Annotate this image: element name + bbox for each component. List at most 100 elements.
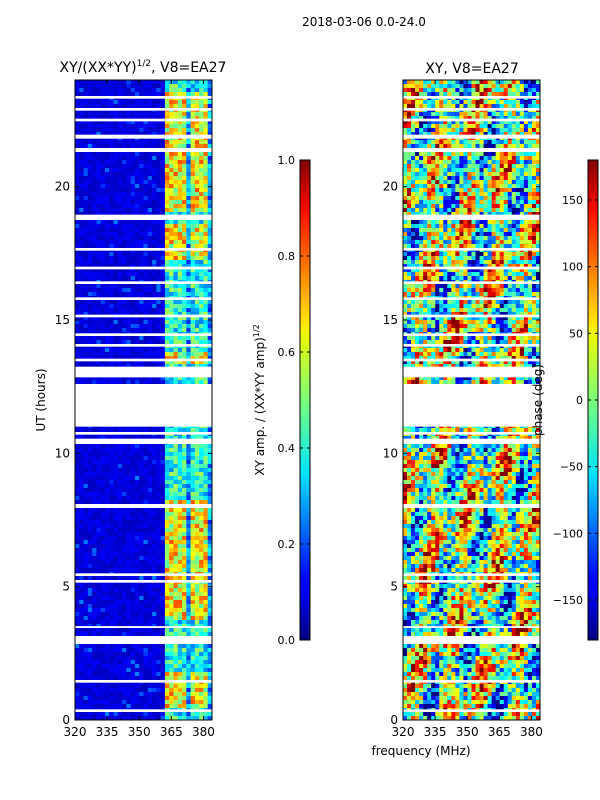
- amplitude-cell: [130, 548, 136, 553]
- amplitude-cell: [173, 548, 179, 553]
- amplitude-cell: [117, 80, 123, 85]
- amplitude-cell: [152, 516, 157, 521]
- amplitude-cell: [160, 324, 166, 329]
- amplitude-cell: [75, 712, 80, 717]
- amplitude-cell: [109, 84, 114, 89]
- amplitude-cell: [113, 664, 119, 669]
- amplitude-cell: [177, 156, 183, 161]
- amplitude-cell: [75, 364, 80, 369]
- amplitude-cell: [100, 244, 106, 249]
- amplitude-cell: [186, 604, 191, 609]
- amplitude-cell: [143, 120, 149, 125]
- amplitude-cell: [143, 692, 149, 697]
- amplitude-cell: [203, 648, 209, 653]
- amplitude-cell: [194, 340, 200, 345]
- amplitude-cell: [152, 448, 157, 453]
- amplitude-cell: [207, 164, 213, 169]
- amplitude-cell: [79, 168, 84, 173]
- amplitude-cell: [83, 676, 89, 681]
- amplitude-cell: [96, 292, 101, 297]
- amplitude-cell: [130, 376, 136, 381]
- amplitude-cell: [147, 508, 153, 513]
- amplitude-cell: [203, 528, 209, 533]
- amplitude-cell: [190, 660, 196, 665]
- amplitude-cell: [160, 352, 166, 357]
- amplitude-cell: [117, 288, 123, 293]
- amplitude-cell: [173, 472, 179, 477]
- amplitude-cell: [143, 304, 149, 309]
- amplitude-cell: [143, 548, 149, 553]
- amplitude-cell: [160, 212, 166, 217]
- amplitude-cell: [96, 544, 101, 549]
- amplitude-cell: [126, 564, 131, 569]
- amplitude-cell: [92, 576, 97, 581]
- amplitude-cell: [143, 492, 149, 497]
- amplitude-cell: [199, 156, 204, 161]
- amplitude-cell: [143, 468, 149, 473]
- amplitude-cell: [130, 128, 136, 133]
- amplitude-cell: [113, 316, 119, 321]
- amplitude-cell: [122, 308, 127, 313]
- amplitude-cell: [177, 252, 183, 257]
- amplitude-cell: [130, 132, 136, 137]
- amplitude-cell: [199, 548, 204, 553]
- amplitude-cell: [87, 172, 93, 177]
- amplitude-cell: [203, 232, 209, 237]
- amplitude-cell: [92, 224, 97, 229]
- amplitude-cell: [186, 592, 191, 597]
- amplitude-cell: [113, 552, 119, 557]
- amplitude-cell: [79, 604, 84, 609]
- amplitude-cell: [117, 556, 123, 561]
- amplitude-cell: [186, 200, 191, 205]
- amplitude-cell: [104, 584, 110, 589]
- amplitude-cell: [79, 500, 84, 505]
- amplitude-cell: [100, 336, 106, 341]
- amplitude-cell: [160, 564, 166, 569]
- amplitude-cell: [182, 696, 187, 701]
- amplitude-cell: [122, 560, 127, 565]
- amplitude-cell: [152, 452, 157, 457]
- amplitude-cell: [156, 652, 161, 657]
- amplitude-cell: [83, 304, 89, 309]
- amplitude-cell: [182, 100, 187, 105]
- amplitude-cell: [190, 268, 196, 273]
- amplitude-cell: [122, 612, 127, 617]
- amplitude-cell: [117, 312, 123, 317]
- amplitude-cell: [173, 340, 179, 345]
- amplitude-cell: [79, 448, 84, 453]
- amplitude-cell: [96, 128, 101, 133]
- amplitude-cell: [207, 180, 213, 185]
- amplitude-cell: [177, 364, 183, 369]
- amplitude-cell: [113, 620, 119, 625]
- amplitude-cell: [75, 524, 80, 529]
- amplitude-cell: [96, 308, 101, 313]
- amplitude-cell: [147, 160, 153, 165]
- amplitude-cell: [147, 628, 153, 633]
- amplitude-cell: [96, 252, 101, 257]
- amplitude-cell: [160, 300, 166, 305]
- amplitude-cell: [134, 524, 140, 529]
- amplitude-cell: [177, 612, 183, 617]
- amplitude-cell: [130, 308, 136, 313]
- amplitude-cell: [83, 188, 89, 193]
- amplitude-cell: [169, 596, 174, 601]
- amplitude-cell: [96, 564, 101, 569]
- amplitude-cell: [199, 212, 204, 217]
- amplitude-cell: [126, 272, 131, 277]
- amplitude-cell: [83, 700, 89, 705]
- amplitude-cell: [96, 240, 101, 245]
- amplitude-cell: [83, 264, 89, 269]
- amplitude-cell: [203, 704, 209, 709]
- amplitude-cell: [92, 328, 97, 333]
- amplitude-cell: [139, 628, 144, 633]
- amplitude-cell: [173, 516, 179, 521]
- amplitude-cell: [186, 700, 191, 705]
- amplitude-cell: [126, 496, 131, 501]
- amplitude-cell: [169, 452, 174, 457]
- amplitude-cell: [199, 228, 204, 233]
- amplitude-cell: [122, 288, 127, 293]
- amplitude-cell: [87, 508, 93, 513]
- amplitude-cell: [122, 648, 127, 653]
- amplitude-cell: [173, 184, 179, 189]
- amplitude-cell: [194, 692, 200, 697]
